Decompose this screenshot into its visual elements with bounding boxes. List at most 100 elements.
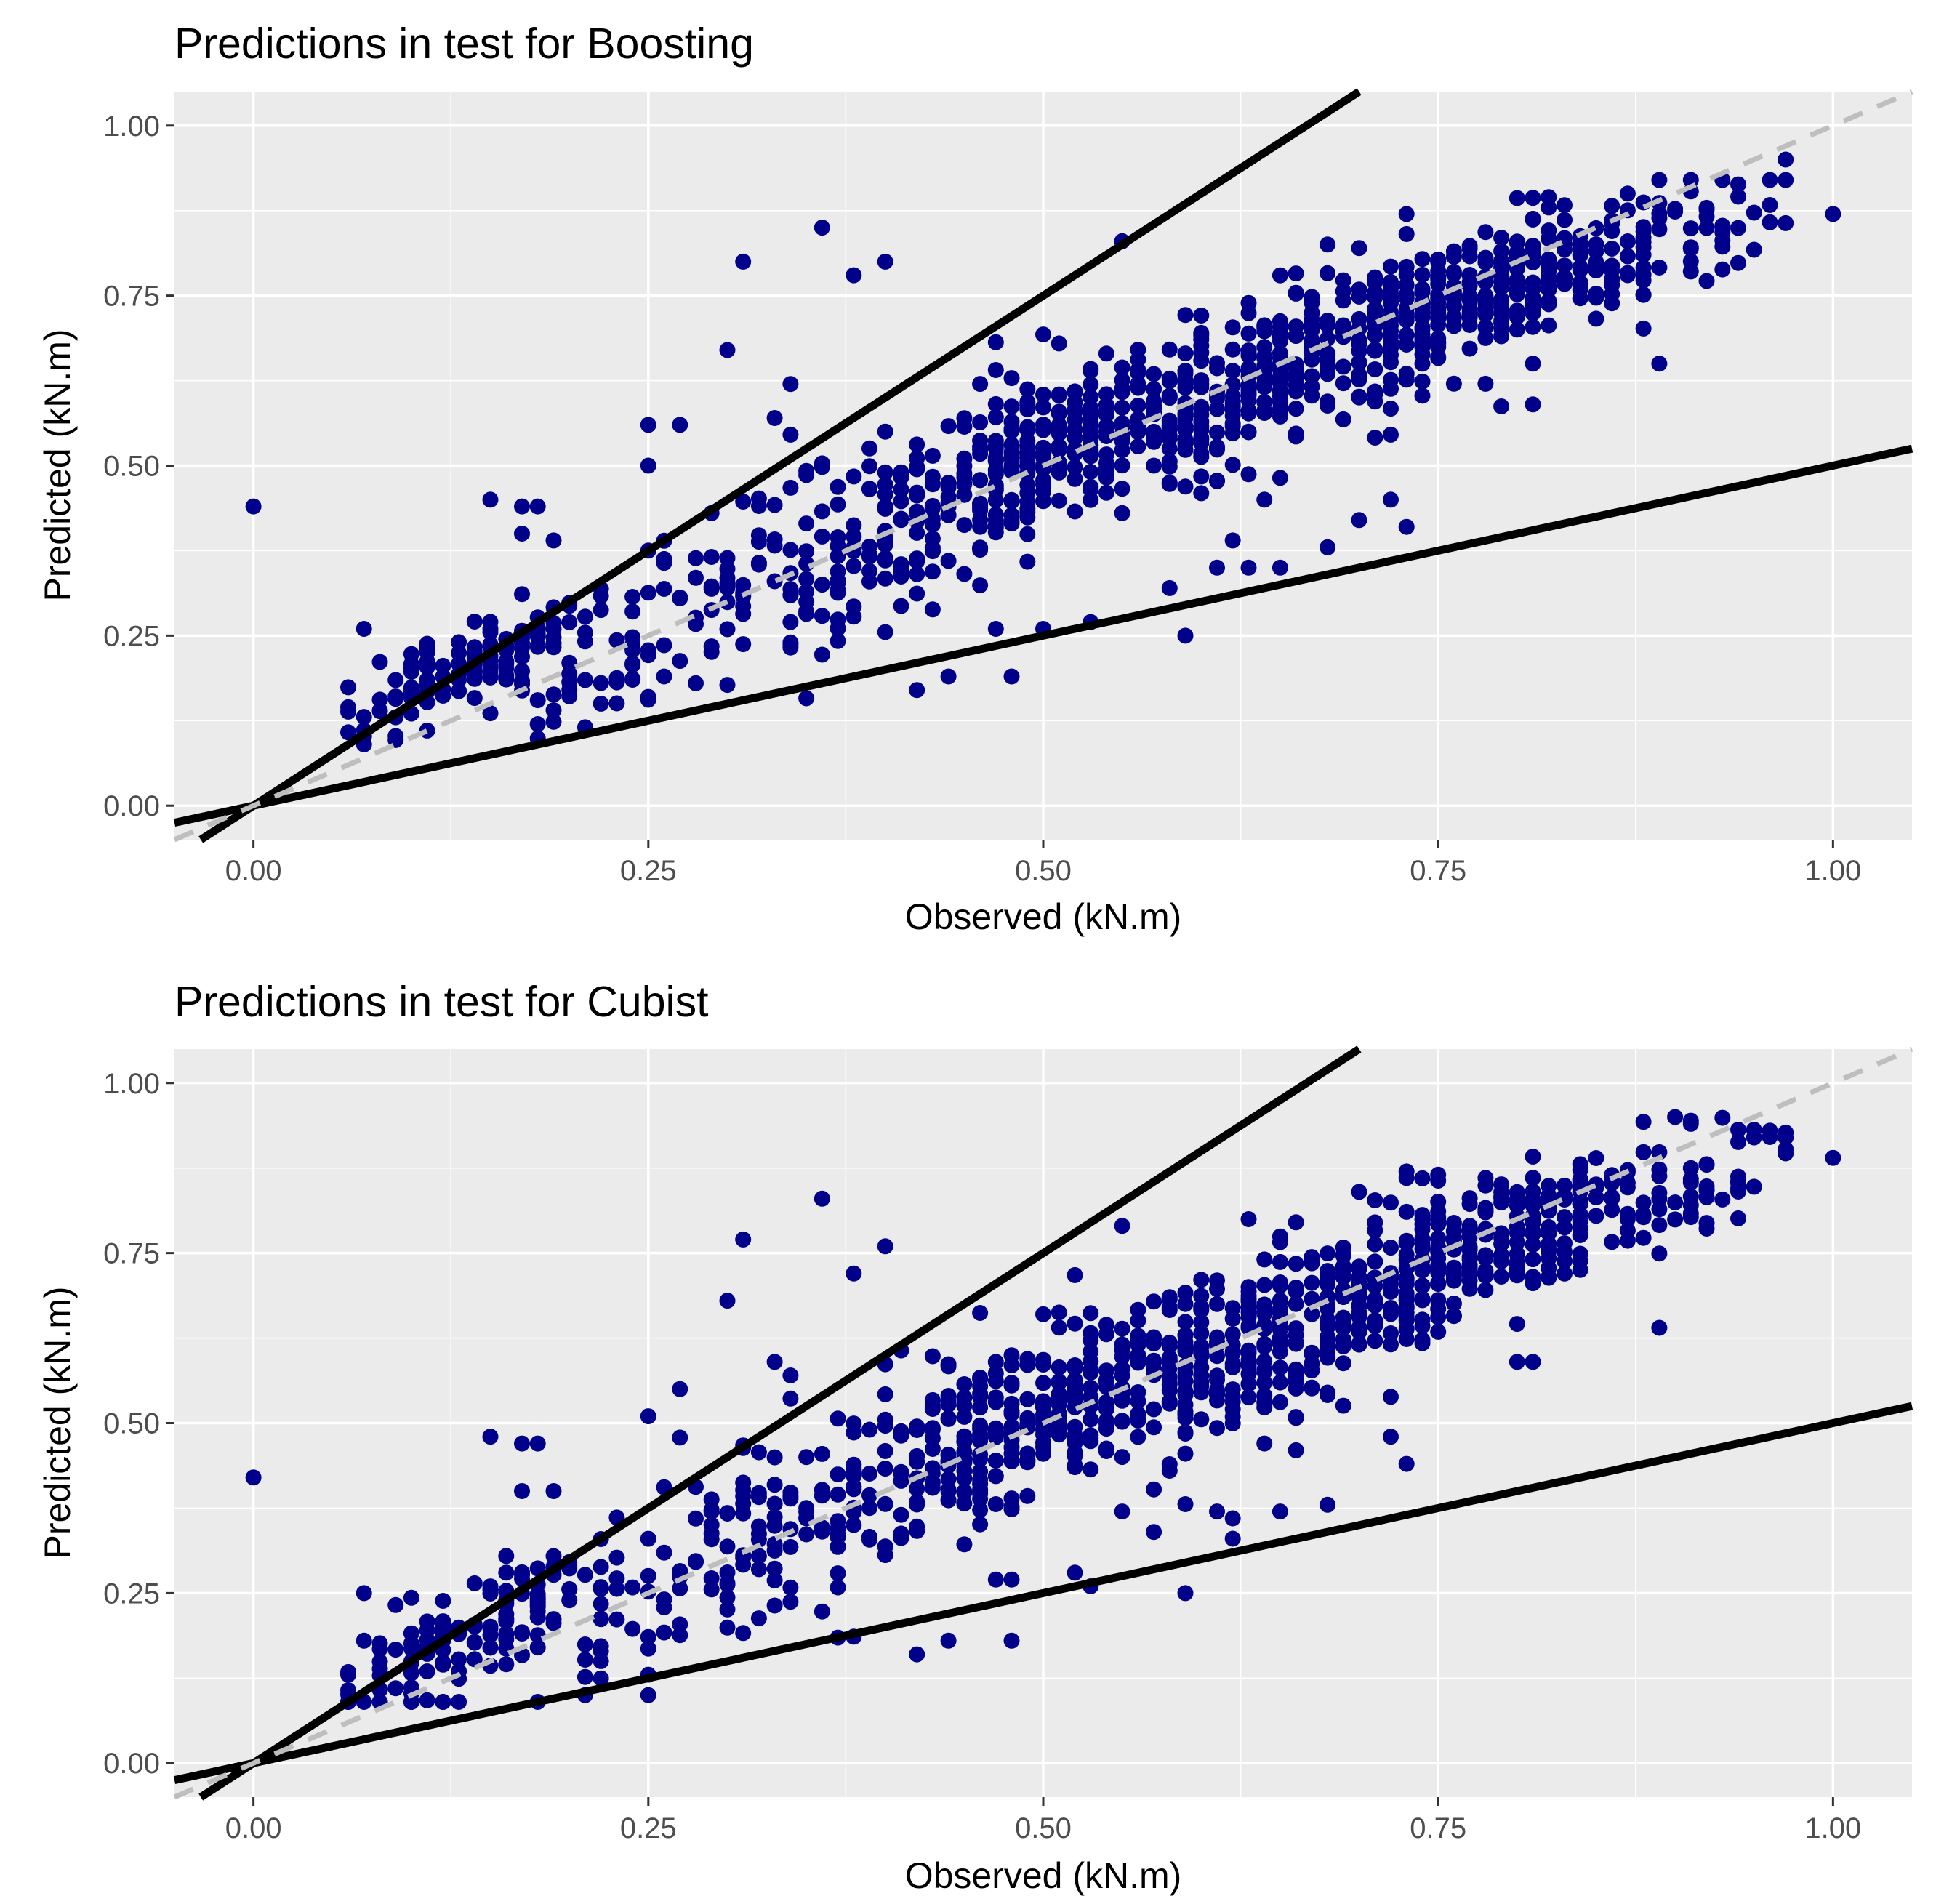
boosting-data-point <box>877 624 893 640</box>
cubist-data-point <box>766 1543 783 1559</box>
boosting-data-point <box>1525 318 1541 335</box>
cubist-data-point <box>1383 1283 1399 1300</box>
cubist-data-point <box>1825 1149 1841 1166</box>
cubist-data-point <box>1256 1374 1273 1391</box>
boosting-data-point <box>814 577 830 593</box>
y-tick-label: 0.25 <box>103 620 160 652</box>
cubist-data-point <box>1730 1180 1746 1197</box>
cubist-data-point <box>1272 1394 1288 1410</box>
cubist-data-point <box>987 1394 1004 1410</box>
boosting-data-point <box>1130 438 1146 455</box>
boosting-data-point <box>877 476 893 493</box>
boosting-data-point <box>1541 222 1557 238</box>
boosting-data-point <box>1430 350 1447 366</box>
y-tick-label: 0.00 <box>103 1748 160 1780</box>
boosting-data-point <box>656 550 672 567</box>
boosting-data-point <box>466 639 483 656</box>
boosting-data-point <box>972 433 989 449</box>
cubist-data-point <box>1619 1175 1636 1191</box>
boosting-data-point <box>719 677 736 694</box>
boosting-data-point <box>1272 408 1288 425</box>
boosting-data-point <box>1067 459 1083 475</box>
boosting-data-point <box>909 682 925 699</box>
boosting-data-point <box>1114 359 1130 376</box>
boosting-data-point <box>561 654 578 671</box>
boosting-data-point <box>1003 445 1020 461</box>
boosting-data-point <box>1445 375 1462 392</box>
cubist-data-point <box>1304 1290 1320 1307</box>
boosting-data-point <box>1414 305 1431 321</box>
boosting-data-point <box>466 614 483 630</box>
cubist-data-point <box>1778 1141 1794 1157</box>
boosting-data-point <box>1224 377 1241 393</box>
cubist-data-point <box>924 1421 941 1438</box>
cubist-data-point <box>1430 1309 1447 1325</box>
cubist-data-point <box>1193 1314 1210 1330</box>
cubist-data-point <box>1304 1274 1320 1291</box>
boosting-data-point <box>1398 312 1415 329</box>
boosting-data-point <box>719 574 736 591</box>
cubist-data-point <box>451 1694 467 1710</box>
cubist-data-point <box>1667 1194 1684 1210</box>
cubist-upper-bound-line <box>198 1045 1362 1801</box>
boosting-data-point <box>545 532 562 549</box>
cubist-data-point <box>909 1646 925 1663</box>
boosting-data-point <box>1083 404 1099 421</box>
cubist-data-point <box>1383 1389 1399 1405</box>
cubist-data-point <box>514 1626 530 1642</box>
boosting-data-point <box>1383 401 1399 417</box>
boosting-data-point <box>1320 236 1336 253</box>
cubist-data-point <box>419 1613 435 1630</box>
cubist-data-point <box>435 1654 451 1671</box>
cubist-data-point <box>656 1599 672 1615</box>
cubist-data-point <box>956 1484 973 1501</box>
boosting-data-point <box>371 654 388 670</box>
cubist-data-point <box>1604 1202 1620 1218</box>
cubist-data-point <box>1177 1384 1194 1400</box>
boosting-data-point <box>672 590 688 606</box>
cubist-data-point <box>719 1506 736 1522</box>
cubist-data-point <box>1414 1235 1431 1252</box>
boosting-data-point <box>1288 284 1304 301</box>
boosting-y-axis: 0.00 0.25 0.50 0.75 1.00 <box>103 111 174 822</box>
boosting-data-point <box>987 409 1004 425</box>
boosting-data-point <box>1525 280 1541 297</box>
cubist-data-point <box>435 1593 451 1609</box>
boosting-data-point <box>1682 253 1699 270</box>
cubist-data-point <box>1256 1387 1273 1404</box>
cubist-data-point <box>1083 1411 1099 1428</box>
boosting-data-point <box>1651 221 1668 238</box>
cubist-data-point <box>514 1483 530 1499</box>
boosting-data-point <box>924 563 941 580</box>
boosting-data-point <box>545 713 562 730</box>
x-tick-label: 0.25 <box>620 855 677 887</box>
boosting-y-axis-title: Predicted (kN.m) <box>37 329 78 601</box>
boosting-data-point <box>1398 258 1415 275</box>
boosting-data-point <box>1493 279 1510 296</box>
cubist-data-point <box>1114 1360 1130 1377</box>
boosting-data-point <box>846 558 862 574</box>
boosting-data-point <box>1525 190 1541 206</box>
boosting-data-point <box>1193 468 1210 485</box>
cubist-data-point <box>1778 1129 1794 1146</box>
boosting-data-point <box>640 457 656 474</box>
cubist-data-point <box>640 1567 656 1584</box>
cubist-data-point <box>529 1435 546 1452</box>
cubist-y-axis: 0.00 0.25 0.50 0.75 1.00 <box>103 1068 174 1780</box>
cubist-data-point <box>1651 1217 1668 1234</box>
cubist-data-point <box>1367 1192 1383 1208</box>
cubist-data-point <box>830 1579 846 1596</box>
boosting-data-point <box>893 563 909 580</box>
boosting-data-point <box>1193 331 1210 348</box>
boosting-data-point <box>1383 426 1399 443</box>
boosting-data-point <box>1083 478 1099 495</box>
boosting-data-point <box>419 635 435 652</box>
boosting-data-point <box>1398 225 1415 242</box>
boosting-data-point <box>1161 388 1178 405</box>
boosting-data-point <box>1398 206 1415 222</box>
cubist-data-point <box>1493 1184 1510 1200</box>
cubist-data-point <box>1146 1330 1162 1347</box>
cubist-data-point <box>1367 1298 1383 1314</box>
boosting-data-point <box>909 566 925 582</box>
boosting-data-point <box>624 636 641 653</box>
